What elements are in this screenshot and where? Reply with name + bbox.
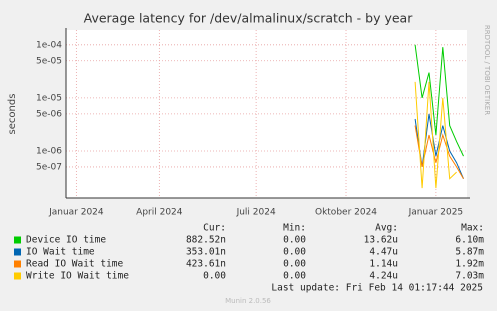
legend-header: Min: bbox=[283, 223, 306, 234]
x-tick-label: Januar 2025 bbox=[408, 208, 464, 218]
legend-swatch bbox=[14, 272, 21, 280]
legend-value: 13.62u bbox=[364, 235, 398, 246]
legend-label: Write IO Wait time bbox=[26, 271, 129, 282]
y-tick-label: 1e-06 bbox=[36, 146, 62, 156]
y-tick-label: 1e-05 bbox=[36, 93, 62, 103]
y-axis-label: seconds bbox=[7, 94, 18, 135]
legend-value: 6.10m bbox=[455, 235, 484, 246]
legend-label: Read IO Wait time bbox=[26, 259, 124, 270]
side-label: RRDTOOL / TOBI OETIKER bbox=[483, 25, 491, 115]
x-tick-label: Januar 2024 bbox=[48, 208, 104, 218]
legend-swatch bbox=[14, 248, 21, 256]
legend-label: Device IO time bbox=[26, 235, 106, 246]
series-line bbox=[414, 44, 464, 157]
legend-value: 423.61n bbox=[186, 259, 226, 270]
legend-value: 353.01n bbox=[186, 247, 226, 258]
legend-header: Avg: bbox=[375, 223, 398, 234]
y-tick-label: 5e-06 bbox=[36, 109, 62, 119]
x-tick-label: Oktober 2024 bbox=[315, 208, 377, 218]
legend-value: 0.00 bbox=[283, 247, 306, 258]
x-tick-label: April 2024 bbox=[136, 208, 183, 218]
legend-value: 0.00 bbox=[283, 235, 306, 246]
series-line bbox=[414, 81, 457, 189]
chart-title: Average latency for /dev/almalinux/scrat… bbox=[84, 11, 414, 26]
legend-header: Cur: bbox=[203, 223, 226, 234]
x-tick-label: Juli 2024 bbox=[236, 208, 276, 218]
legend-header: Max: bbox=[461, 223, 484, 234]
legend-value: 4.24u bbox=[369, 271, 398, 282]
last-update: Last update: Fri Feb 14 01:17:44 2025 bbox=[271, 283, 483, 294]
legend-swatch bbox=[14, 260, 21, 268]
legend-swatch bbox=[14, 236, 21, 244]
y-tick-label: 5e-07 bbox=[36, 162, 62, 172]
legend-label: IO Wait time bbox=[26, 247, 95, 258]
legend-value: 0.00 bbox=[283, 271, 306, 282]
y-tick-label: 5e-05 bbox=[36, 56, 62, 66]
legend-value: 1.92m bbox=[455, 259, 484, 270]
legend-value: 882.52n bbox=[186, 235, 226, 246]
legend-value: 4.47u bbox=[369, 247, 398, 258]
legend-value: 5.87m bbox=[455, 247, 484, 258]
legend-value: 1.14u bbox=[369, 259, 398, 270]
y-tick-label: 1e-04 bbox=[36, 40, 62, 50]
legend-value: 7.03m bbox=[455, 271, 484, 282]
legend-value: 0.00 bbox=[203, 271, 226, 282]
footer: Munin 2.0.56 bbox=[225, 297, 271, 305]
legend-value: 0.00 bbox=[283, 259, 306, 270]
